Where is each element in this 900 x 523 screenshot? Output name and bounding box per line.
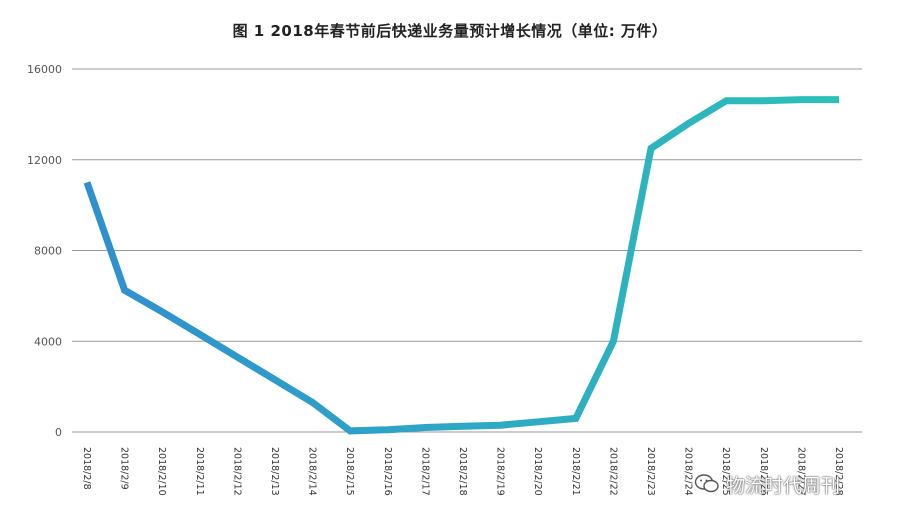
x-tick-label: 2018/2/27 <box>795 447 806 496</box>
series-line <box>83 96 839 435</box>
x-tick-label: 2018/2/9 <box>119 447 130 490</box>
watermark-text: 物流时代周刊 <box>726 474 841 497</box>
x-tick-label: 2018/2/17 <box>419 447 430 496</box>
y-tick-label: 16000 <box>27 63 62 76</box>
watermark: 物流时代周刊 <box>694 472 841 497</box>
x-tick-label: 2018/2/14 <box>307 447 318 496</box>
x-tick-label: 2018/2/28 <box>833 447 844 496</box>
x-tick-label: 2018/2/23 <box>645 447 656 496</box>
gridlines <box>72 68 862 433</box>
x-tick-label: 2018/2/24 <box>683 447 694 496</box>
y-tick-label: 8000 <box>34 245 62 258</box>
x-tick-label: 2018/2/12 <box>231 447 242 496</box>
x-tick-label: 2018/2/19 <box>495 447 506 496</box>
x-tick-label: 2018/2/16 <box>382 447 393 496</box>
x-tick-label: 2018/2/20 <box>532 447 543 496</box>
x-axis: 2018/2/8 2018/2/9 2018/2/10 2018/2/11 2018/2… <box>81 447 844 496</box>
y-tick-label: 0 <box>55 426 62 439</box>
x-tick-label: 2018/2/22 <box>607 447 618 496</box>
x-tick-label: 2018/2/10 <box>156 447 167 496</box>
x-tick-label: 2018/2/18 <box>457 447 468 496</box>
x-tick-label: 2018/2/13 <box>269 447 280 496</box>
series-layer <box>83 96 839 435</box>
chart-title: 图 1 2018年春节前后快递业务量预计增长情况（单位: 万件） <box>232 22 668 40</box>
x-tick-label: 2018/2/11 <box>194 447 205 496</box>
y-tick-label: 4000 <box>34 335 62 348</box>
x-tick-label: 2018/2/8 <box>81 447 92 490</box>
y-tick-label: 12000 <box>27 154 62 167</box>
x-tick-label: 2018/2/25 <box>720 447 731 496</box>
x-tick-label: 2018/2/15 <box>344 447 355 496</box>
wechat-icon <box>694 474 719 493</box>
y-axis: 0 4000 8000 12000 16000 <box>27 63 62 439</box>
x-tick-label: 2018/2/21 <box>570 447 581 496</box>
x-tick-label: 2018/2/26 <box>758 447 769 496</box>
